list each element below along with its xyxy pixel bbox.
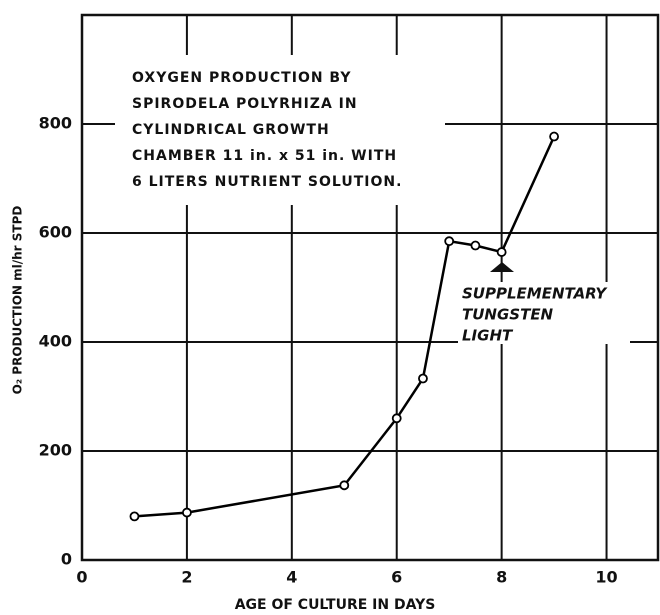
data-point	[391, 413, 402, 424]
data-point	[418, 373, 428, 384]
y-tick-label: 600	[39, 223, 72, 242]
data-point	[339, 480, 350, 491]
chart-title: OXYGEN PRODUCTION BY	[132, 70, 351, 86]
x-tick-label: 4	[286, 568, 297, 587]
y-tick-label: 0	[61, 550, 72, 569]
data-point	[549, 131, 559, 142]
annotation: LIGHT	[462, 327, 514, 345]
x-tick-label: 10	[595, 568, 617, 587]
y-tick-label: 800	[39, 114, 72, 133]
data-point	[182, 507, 192, 518]
x-axis-label: AGE OF CULTURE IN DAYS	[235, 597, 436, 613]
data-point	[444, 236, 455, 247]
annotation-bg	[458, 282, 630, 344]
chart-title: SPIRODELA POLYRHIZA IN	[132, 96, 358, 112]
chart-title: CHAMBER 11 in. x 51 in. WITH	[132, 148, 397, 164]
x-tick-label: 8	[496, 568, 507, 587]
data-point	[496, 247, 507, 257]
annotation: SUPPLEMENTARY	[462, 285, 608, 303]
x-tick-label: 6	[391, 568, 402, 587]
data-point	[129, 511, 140, 522]
y-tick-label: 400	[39, 332, 72, 351]
y-axis-label: O₂ PRODUCTION ml/hr STPD	[11, 206, 25, 395]
chart-title: 6 LITERS NUTRIENT SOLUTION.	[132, 174, 402, 190]
title-box-bg	[115, 55, 445, 205]
x-tick-label: 2	[181, 568, 192, 587]
annotation: TUNGSTEN	[462, 306, 554, 324]
x-tick-label: 0	[76, 568, 87, 587]
data-point	[470, 240, 481, 251]
y-tick-label: 200	[39, 441, 72, 460]
chart-title: CYLINDRICAL GROWTH	[132, 122, 330, 138]
